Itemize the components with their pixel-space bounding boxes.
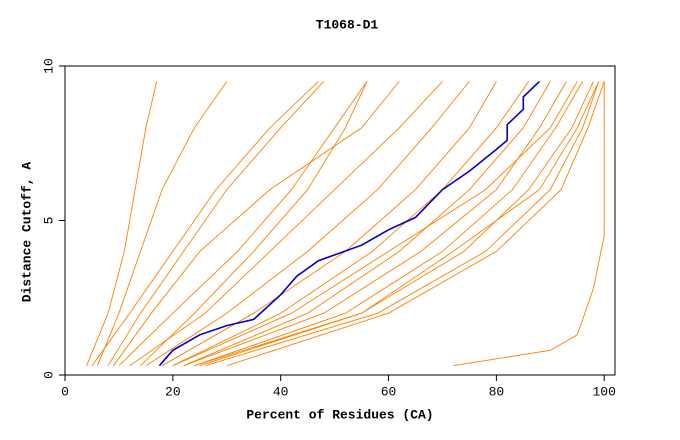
data-line — [194, 81, 600, 367]
x-tick-label: 20 — [165, 384, 181, 399]
data-line — [194, 81, 583, 367]
data-line — [107, 81, 325, 366]
data-line — [161, 81, 497, 367]
data-line — [183, 81, 551, 367]
data-line — [118, 81, 368, 367]
data-line — [113, 81, 400, 366]
data-line — [91, 81, 319, 366]
data-line — [172, 81, 578, 367]
x-tick-label: 80 — [489, 384, 505, 399]
x-tick-label: 100 — [593, 384, 616, 399]
data-line — [183, 81, 567, 367]
x-tick-label: 40 — [273, 384, 289, 399]
data-line — [226, 81, 605, 367]
y-axis-label: Distance Cutoff, A — [19, 162, 34, 303]
data-line — [205, 81, 600, 367]
chart-title: T1068-D1 — [316, 17, 379, 32]
y-tick-label: 0 — [41, 371, 56, 379]
data-line — [140, 81, 368, 367]
x-tick-label: 0 — [61, 384, 69, 399]
data-line — [86, 81, 158, 366]
x-tick-label: 60 — [381, 384, 397, 399]
data-line — [453, 81, 605, 367]
y-tick-label: 10 — [41, 58, 56, 74]
data-line — [158, 80, 541, 367]
x-axis-label: Percent of Residues (CA) — [246, 407, 433, 422]
y-tick-label: 5 — [41, 217, 56, 225]
data-line — [145, 81, 470, 367]
data-line — [129, 81, 443, 367]
data-line — [96, 81, 228, 366]
